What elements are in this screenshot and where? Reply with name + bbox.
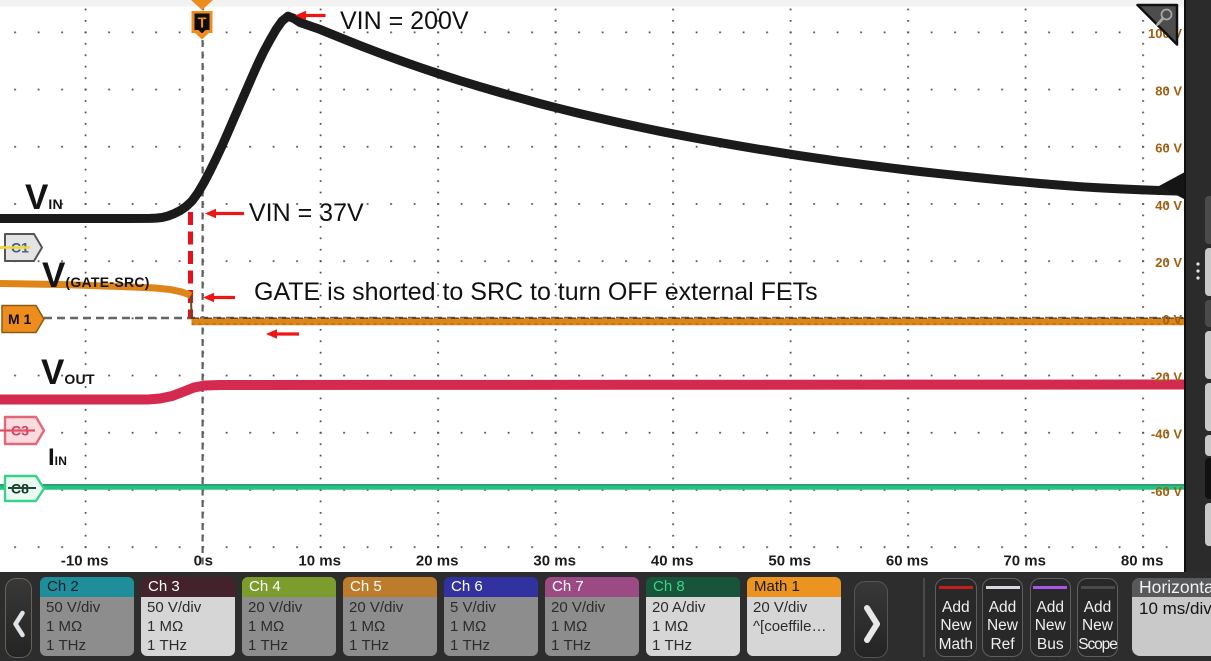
- svg-text:s: s: [205, 552, 213, 569]
- svg-text:-60 V: -60 V: [1151, 484, 1182, 499]
- svg-text:60 ms: 60 ms: [886, 552, 929, 569]
- svg-text:30 ms: 30 ms: [533, 552, 576, 569]
- svg-text:-40 V: -40 V: [1151, 427, 1182, 442]
- svg-text:80 ms: 80 ms: [1121, 552, 1164, 569]
- svg-text:20 ms: 20 ms: [416, 552, 459, 569]
- svg-text:70 ms: 70 ms: [1003, 552, 1046, 569]
- svg-text:0: 0: [194, 552, 202, 569]
- svg-text:-10 ms: -10 ms: [61, 552, 109, 569]
- svg-text:50 ms: 50 ms: [768, 552, 811, 569]
- svg-text:60 V: 60 V: [1155, 141, 1182, 156]
- svg-text:10 ms: 10 ms: [298, 552, 341, 569]
- svg-text:T: T: [198, 16, 207, 32]
- svg-text:80 V: 80 V: [1155, 83, 1182, 98]
- svg-text:40 ms: 40 ms: [651, 552, 694, 569]
- svg-text:0 V: 0 V: [1162, 312, 1182, 327]
- svg-text:M 1: M 1: [8, 311, 32, 327]
- svg-text:-20 V: -20 V: [1151, 369, 1182, 384]
- svg-text:20 V: 20 V: [1155, 255, 1182, 270]
- svg-text:40 V: 40 V: [1155, 198, 1182, 213]
